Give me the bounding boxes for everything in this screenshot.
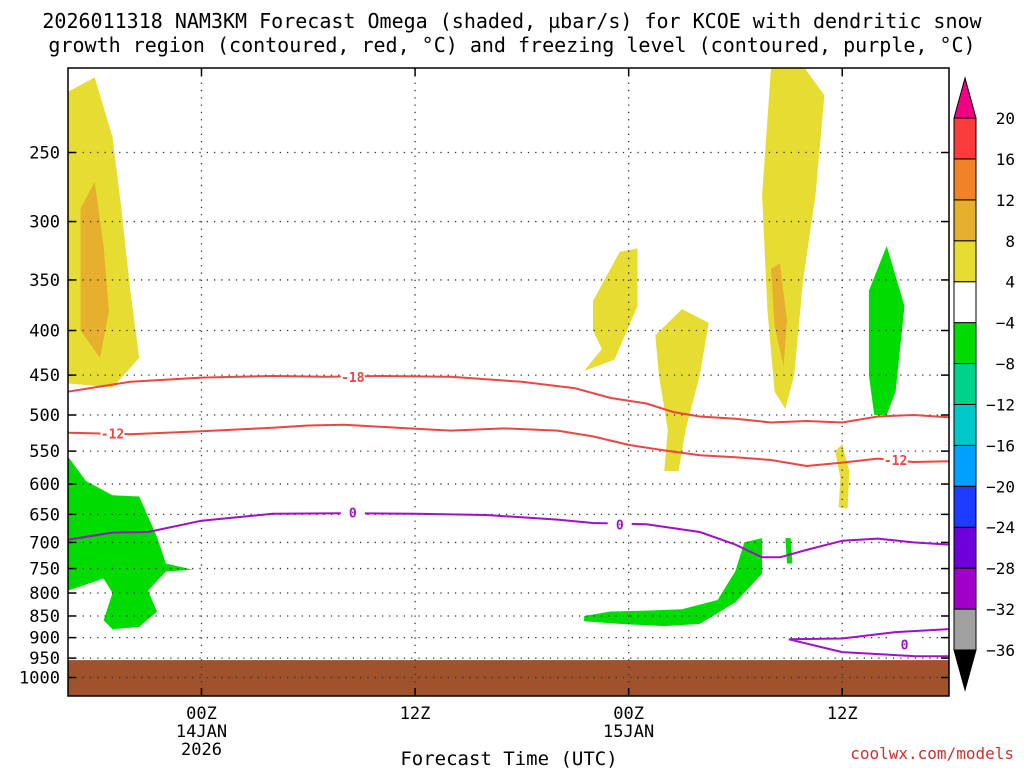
colorbar-tick-label: −28 bbox=[986, 559, 1015, 578]
contour-label: -18 bbox=[341, 371, 365, 386]
y-axis: 2503003504004505005506006507007508008509… bbox=[19, 144, 949, 689]
y-tick-label: 250 bbox=[29, 144, 60, 164]
colorbar-bin bbox=[953, 567, 977, 610]
colorbar-tick-label: 12 bbox=[996, 191, 1015, 210]
omega-shading-layer bbox=[68, 68, 905, 630]
colorbar-bin bbox=[953, 444, 977, 487]
contour-label: 0 bbox=[616, 519, 624, 534]
y-tick-label: 350 bbox=[29, 271, 60, 291]
x-tick-label: 12Z bbox=[400, 704, 431, 724]
y-tick-label: 900 bbox=[29, 629, 60, 649]
y-tick-label: 1000 bbox=[19, 669, 60, 689]
omega-area-3 bbox=[655, 309, 709, 472]
colorbar-bin bbox=[953, 649, 977, 692]
colorbar-bin bbox=[953, 322, 977, 365]
omega-area-5 bbox=[771, 263, 787, 367]
y-tick-label: 850 bbox=[29, 607, 60, 627]
omega-area-9 bbox=[584, 538, 763, 627]
x-axis-title: Forecast Time (UTC) bbox=[400, 748, 617, 768]
site-credit: coolwx.com/models bbox=[850, 744, 1014, 763]
colorbar-tick-label: 16 bbox=[996, 150, 1015, 169]
omega-area-6 bbox=[835, 444, 850, 509]
contour-line-2 bbox=[68, 512, 949, 559]
x-tick-label: 12Z bbox=[827, 704, 858, 724]
contour-label: 0 bbox=[349, 507, 357, 522]
x-tick-label: 15JAN bbox=[603, 722, 654, 742]
colorbar-bin bbox=[953, 158, 977, 201]
x-tick-label: 00Z bbox=[186, 704, 217, 724]
x-tick-label: 00Z bbox=[613, 704, 644, 724]
contour-layer: -18-18-12-1200000 bbox=[68, 368, 949, 658]
colorbar-tick-label: −12 bbox=[986, 395, 1015, 414]
contour-label: -12 bbox=[101, 427, 124, 442]
colorbar-bin bbox=[953, 76, 977, 119]
colorbar-bin bbox=[953, 117, 977, 160]
omega-area-10 bbox=[785, 538, 793, 564]
colorbar-tick-label: −36 bbox=[986, 641, 1015, 660]
contour-label-bg bbox=[892, 636, 917, 652]
y-tick-label: 300 bbox=[29, 213, 60, 233]
contour-label-bg bbox=[340, 368, 365, 384]
chart-title-line1: 2026011318 NAM3KM Forecast Omega (shaded… bbox=[42, 9, 982, 33]
colorbar: −36 −32 −28 −24 −20 −16 −12 −8 −4 4 8 12 16 20 bbox=[953, 76, 1015, 692]
colorbar-bin bbox=[953, 608, 977, 651]
colorbar-bin bbox=[953, 199, 977, 242]
y-tick-label: 550 bbox=[29, 442, 60, 462]
y-tick-label: 950 bbox=[29, 649, 60, 669]
contour-line-3 bbox=[788, 628, 949, 658]
colorbar-bin bbox=[953, 403, 977, 446]
omega-area-0 bbox=[68, 77, 140, 388]
y-tick-label: 650 bbox=[29, 505, 60, 525]
y-tick-label: 450 bbox=[29, 366, 60, 386]
x-tick-label: 2026 bbox=[181, 740, 222, 760]
colorbar-tick-label: −8 bbox=[996, 355, 1015, 374]
plot-area: -18-18-12-1200000 bbox=[68, 68, 949, 696]
omega-area-8 bbox=[68, 456, 193, 630]
colorbar-bin bbox=[953, 363, 977, 405]
colorbar-bin bbox=[953, 485, 977, 528]
colorbar-tick-label: −4 bbox=[996, 314, 1015, 333]
contour-label-bg bbox=[340, 504, 365, 520]
colorbar-bin bbox=[953, 526, 977, 569]
y-tick-label: 800 bbox=[29, 584, 60, 604]
omega-area-2 bbox=[584, 248, 638, 371]
contour-label-bg bbox=[607, 516, 632, 532]
y-tick-label: 750 bbox=[29, 560, 60, 580]
colorbar-bin bbox=[953, 281, 977, 324]
colorbar-tick-label: −16 bbox=[986, 436, 1015, 455]
y-tick-label: 600 bbox=[29, 475, 60, 495]
contour-label-bg bbox=[883, 451, 908, 467]
colorbar-tick-label: −32 bbox=[986, 600, 1015, 619]
chart-title-line2: growth region (contoured, red, °C) and f… bbox=[48, 33, 975, 57]
omega-area-1 bbox=[80, 181, 109, 358]
grid-layer bbox=[68, 68, 949, 696]
omega-area-4 bbox=[762, 68, 825, 409]
contour-line-1 bbox=[68, 423, 949, 467]
contour-line-0 bbox=[68, 375, 949, 424]
contour-label: 0 bbox=[901, 638, 909, 653]
y-tick-label: 500 bbox=[29, 406, 60, 426]
colorbar-tick-label: 8 bbox=[1005, 232, 1015, 251]
colorbar-bin bbox=[953, 240, 977, 283]
x-tick-label: 14JAN bbox=[176, 722, 227, 742]
y-tick-label: 400 bbox=[29, 322, 60, 342]
contour-label: -12 bbox=[884, 454, 907, 469]
contour-label-bg bbox=[100, 425, 125, 441]
colorbar-tick-label: 4 bbox=[1005, 273, 1015, 292]
colorbar-tick-label: −20 bbox=[986, 477, 1015, 496]
y-tick-label: 700 bbox=[29, 533, 60, 553]
colorbar-tick-label: 20 bbox=[996, 109, 1015, 128]
x-axis: 00Z14JAN202612Z00Z15JAN12Z00Z16JAN bbox=[176, 68, 858, 760]
colorbar-tick-label: −24 bbox=[986, 518, 1015, 537]
plot-frame bbox=[67, 67, 950, 697]
